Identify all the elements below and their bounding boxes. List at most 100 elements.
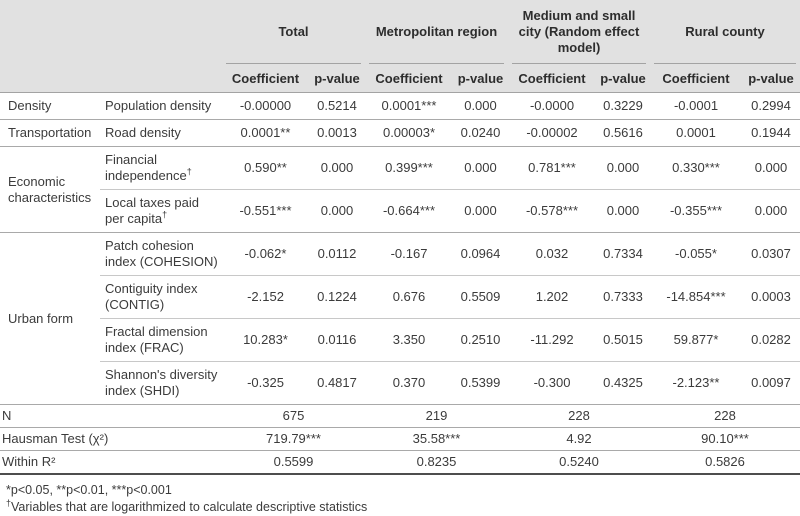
p-value-value: 0.000 [742,189,800,233]
p-value-header: p-value [309,64,365,93]
footer-value: 0.5599 [222,450,365,475]
variable-label: Road density [100,119,222,147]
regression-results-table: Total Metropolitan region Medium and sma… [0,0,800,475]
coefficient-value: 0.330*** [650,146,742,190]
coefficient-value: -0.055* [650,232,742,276]
coefficient-value: -0.062* [222,232,309,276]
coefficient-value: 3.350 [365,318,453,362]
p-value-value: 0.4325 [596,361,650,405]
p-value-value: 0.4817 [309,361,365,405]
variable-label: Population density [100,92,222,120]
dagger-footnote: †Variables that are logarithmized to cal… [6,497,368,514]
footer-value: 0.5240 [508,450,650,475]
p-value-value: 0.5214 [309,92,365,120]
footer-value: 228 [650,404,800,428]
p-value-value: 0.000 [453,92,508,120]
variable-label: Fractal dimension index (FRAC) [100,318,222,362]
p-value-value: 0.000 [453,189,508,233]
table-row: Fractal dimension index (FRAC) 10.283* 0… [0,318,800,362]
variable-label: Contiguity index (CONTIG) [100,275,222,319]
table-row: Economic characteristics Financial indep… [0,146,800,233]
coefficient-header: Coefficient [508,64,596,93]
p-value-value: 0.2994 [742,92,800,120]
p-value-value: 0.7334 [596,232,650,276]
p-value-value: 0.5616 [596,119,650,147]
significance-footnote: *p<0.05, **p<0.01, ***p<0.001 [6,483,172,497]
footer-label-within-r2: Within R² [0,450,222,475]
footer-value: 0.5826 [650,450,800,475]
footer-value: 90.10*** [650,427,800,451]
table-row: Local taxes paid per capita† -0.551*** 0… [0,189,800,233]
category-economic-characteristics: Economic characteristics [0,146,100,233]
n-row: N 675 219 228 228 [0,404,800,428]
footer-value: 35.58*** [365,427,508,451]
coefficient-value: -0.300 [508,361,596,405]
footer-value: 719.79*** [222,427,365,451]
column-group-metropolitan: Metropolitan region [365,0,508,64]
coefficient-value: 0.590** [222,146,309,190]
variable-label: Shannon's diversity index (SHDI) [100,361,222,405]
p-value-value: 0.000 [453,146,508,190]
p-value-value: 0.0013 [309,119,365,147]
p-value-value: 0.000 [596,189,650,233]
p-value-value: 0.0282 [742,318,800,362]
coefficient-value: -0.0000 [508,92,596,120]
variable-label: Patch cohesion index (COHESION) [100,232,222,276]
category-density: Density [0,92,100,120]
category-urban-form: Urban form [0,232,100,405]
p-value-header: p-value [742,64,800,93]
p-value-value: 0.0112 [309,232,365,276]
p-value-value: 0.5399 [453,361,508,405]
subheader-corner [0,64,222,93]
coefficient-header: Coefficient [365,64,453,93]
column-group-rural-county: Rural county [650,0,800,64]
variable-label: Local taxes paid per capita† [100,189,222,233]
footer-value: 228 [508,404,650,428]
coefficient-value: 0.781*** [508,146,596,190]
footer-value: 219 [365,404,508,428]
table-row: Contiguity index (CONTIG) -2.152 0.1224 … [0,275,800,319]
coefficient-value: -11.292 [508,318,596,362]
coefficient-value: -0.0001 [650,92,742,120]
p-value-value: 0.0116 [309,318,365,362]
coefficient-value: 0.676 [365,275,453,319]
table-footnotes: *p<0.05, **p<0.01, ***p<0.001 †Variables… [0,475,800,516]
subheader-row: Coefficient p-value Coefficient p-value … [0,64,800,93]
coefficient-value: 0.399*** [365,146,453,190]
table-row: Shannon's diversity index (SHDI) -0.325 … [0,361,800,405]
footer-label-n: N [0,404,222,428]
table-header: Total Metropolitan region Medium and sma… [0,0,800,93]
coefficient-value: -2.123** [650,361,742,405]
column-group-medium-small-city: Medium and small city (Random effect mod… [508,0,650,64]
coefficient-value: 0.370 [365,361,453,405]
footer-value: 675 [222,404,365,428]
coefficient-value: -0.00000 [222,92,309,120]
p-value-value: 0.2510 [453,318,508,362]
coefficient-value: 0.0001 [650,119,742,147]
coefficient-value: 0.0001** [222,119,309,147]
coefficient-value: -0.355*** [650,189,742,233]
coefficient-header: Coefficient [650,64,742,93]
coefficient-value: -0.00002 [508,119,596,147]
p-value-value: 0.000 [309,146,365,190]
p-value-value: 0.5509 [453,275,508,319]
coefficient-value: 59.877* [650,318,742,362]
footer-value: 0.8235 [365,450,508,475]
p-value-value: 0.0964 [453,232,508,276]
coefficient-header: Coefficient [222,64,309,93]
coefficient-value: 0.00003* [365,119,453,147]
p-value-value: 0.1944 [742,119,800,147]
p-value-value: 0.5015 [596,318,650,362]
within-r2-row: Within R² 0.5599 0.8235 0.5240 0.5826 [0,450,800,475]
hausman-test-row: Hausman Test (χ²) 719.79*** 35.58*** 4.9… [0,427,800,451]
table-row: Transportation Road density 0.0001** 0.0… [0,119,800,147]
p-value-value: 0.0003 [742,275,800,319]
p-value-value: 0.3229 [596,92,650,120]
variable-label: Financial independence† [100,146,222,190]
coefficient-value: -0.551*** [222,189,309,233]
coefficient-value: -0.664*** [365,189,453,233]
header-corner [0,0,222,64]
table-row: Urban form Patch cohesion index (COHESIO… [0,232,800,405]
group-header-row: Total Metropolitan region Medium and sma… [0,0,800,64]
table-body: Density Population density -0.00000 0.52… [0,92,800,475]
